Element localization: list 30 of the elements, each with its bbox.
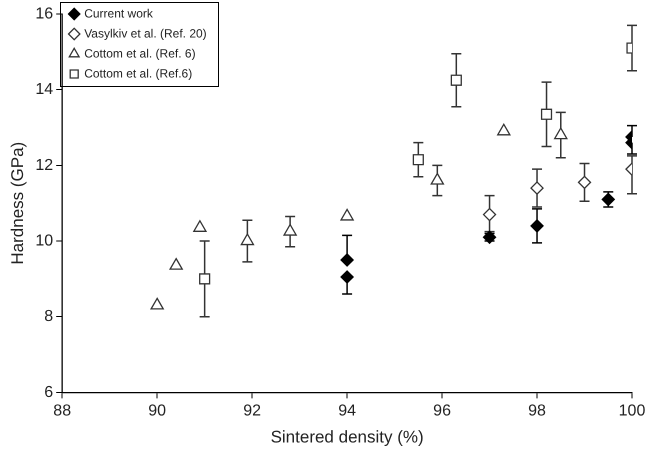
x-tick-label: 92 <box>243 402 262 420</box>
legend-label: Current work <box>84 6 154 20</box>
legend-label: Vasylkiv et al. (Ref. 20) <box>84 26 207 40</box>
x-tick-label: 94 <box>338 402 356 420</box>
y-tick-label: 8 <box>44 308 54 326</box>
y-tick-label: 16 <box>35 5 54 22</box>
legend-label: Cottom et al. (Ref.6) <box>84 66 192 80</box>
point <box>530 219 544 233</box>
point <box>150 298 164 310</box>
point <box>340 270 354 284</box>
x-tick-label: 90 <box>148 402 166 420</box>
point <box>199 273 210 284</box>
x-tick-label: 96 <box>433 402 452 420</box>
point <box>578 176 592 190</box>
y-tick-label: 12 <box>35 156 54 174</box>
point <box>340 253 354 267</box>
point <box>530 181 544 195</box>
point <box>450 74 462 86</box>
x-tick-label: 88 <box>53 402 72 420</box>
point <box>412 154 424 166</box>
y-tick-label: 14 <box>35 81 54 98</box>
point <box>482 208 496 222</box>
x-axis-title: Sintered density (%) <box>270 427 424 446</box>
y-tick-label: 10 <box>35 232 54 250</box>
legend-label: Cottom et al. (Ref. 6) <box>84 46 196 60</box>
y-tick-label: 6 <box>44 384 54 401</box>
point <box>540 108 552 120</box>
x-tick-label: 98 <box>528 402 546 420</box>
x-tick-label: 100 <box>618 402 646 420</box>
y-axis-title: Hardness (GPa) <box>8 142 27 265</box>
